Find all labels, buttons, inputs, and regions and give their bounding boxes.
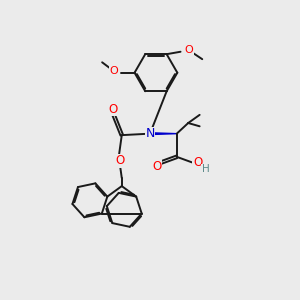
Text: O: O: [110, 66, 118, 76]
Text: H: H: [202, 164, 209, 174]
Polygon shape: [150, 133, 177, 134]
Text: O: O: [152, 160, 161, 173]
Text: O: O: [184, 45, 193, 55]
Text: O: O: [108, 103, 118, 116]
Text: O: O: [193, 156, 202, 169]
Text: N: N: [145, 127, 155, 140]
Text: O: O: [116, 154, 125, 167]
